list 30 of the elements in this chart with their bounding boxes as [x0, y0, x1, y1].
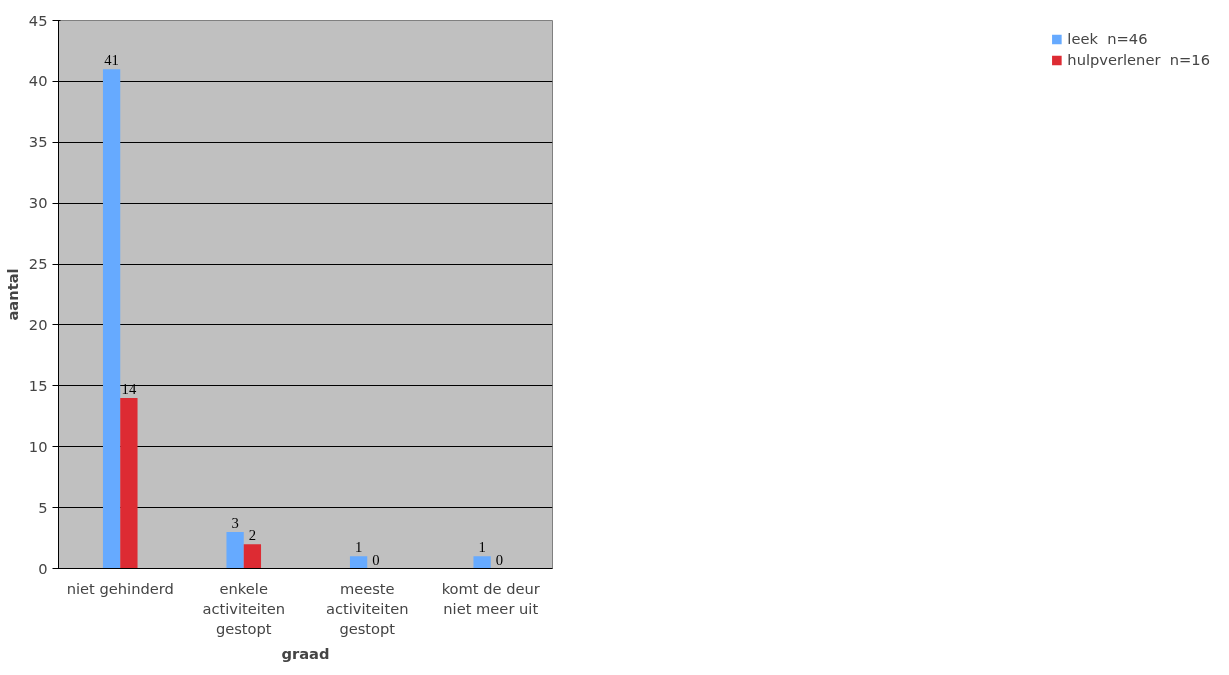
y-tick-label: 25	[28, 255, 48, 273]
data-label: 0	[495, 551, 504, 568]
data-label: 41	[104, 52, 119, 69]
x-tick-label: meeste activiteiten gestopt	[326, 579, 409, 638]
bar	[349, 556, 368, 569]
y-tick-label: 35	[28, 133, 48, 151]
data-label: 3	[231, 514, 239, 531]
bar	[473, 556, 491, 569]
y-tick-label: 15	[28, 376, 48, 394]
y-tick-label: 20	[28, 315, 48, 333]
y-tick-label: 0	[38, 559, 48, 577]
x-tick-label: niet gehinderd	[66, 579, 174, 597]
data-label: 1	[354, 539, 363, 556]
x-axis-title: graad	[281, 645, 330, 663]
y-axis-title: aantal	[3, 268, 21, 321]
data-label: 0	[372, 551, 380, 568]
data-label: 2	[248, 527, 257, 544]
bar	[102, 69, 121, 569]
x-tick-label: komt de deur niet meer uit	[441, 579, 541, 617]
bar	[120, 398, 138, 569]
legend-label: hulpverlener n=16	[1067, 51, 1210, 68]
y-tick-label: 10	[28, 437, 48, 455]
y-tick-label: 5	[38, 498, 48, 516]
y-tick-label: 45	[28, 11, 48, 29]
y-tick-label: 30	[28, 194, 48, 212]
data-label: 1	[478, 539, 486, 556]
bar	[243, 544, 262, 569]
y-tick-label: 40	[28, 72, 48, 90]
bar	[226, 531, 244, 569]
legend-label: leek n=46	[1067, 30, 1148, 47]
